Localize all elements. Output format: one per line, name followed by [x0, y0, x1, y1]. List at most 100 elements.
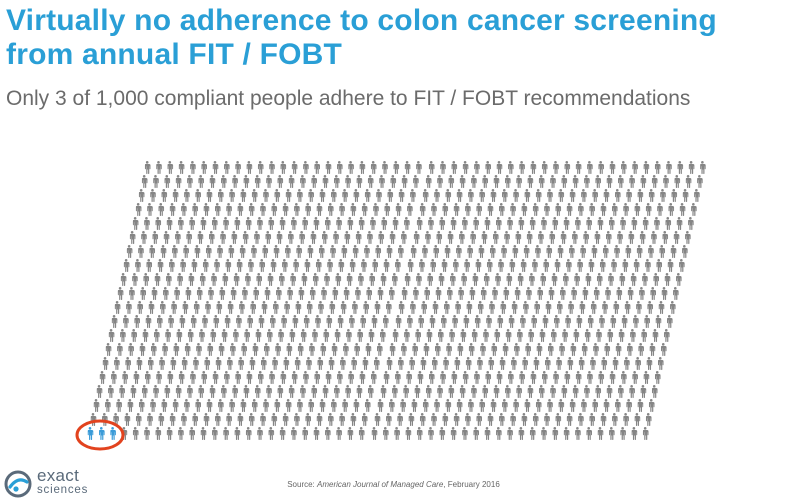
person-icon	[374, 301, 381, 314]
person-icon	[600, 413, 607, 426]
person-icon	[468, 399, 474, 412]
person-icon	[464, 259, 470, 272]
person-icon	[654, 371, 661, 384]
person-icon	[195, 399, 202, 412]
person-icon	[378, 231, 385, 244]
person-icon	[371, 315, 378, 328]
person-icon	[668, 203, 675, 216]
person-icon	[474, 371, 480, 384]
person-icon	[150, 189, 156, 202]
person-icon	[215, 357, 222, 370]
person-icon	[303, 315, 310, 328]
person-icon	[353, 189, 360, 202]
person-icon	[395, 203, 402, 216]
person-icon	[330, 245, 336, 258]
person-icon	[221, 175, 227, 188]
person-icon	[404, 329, 410, 342]
person-icon	[445, 399, 452, 412]
person-icon	[527, 175, 534, 188]
person-icon	[325, 161, 332, 174]
person-icon	[560, 231, 567, 244]
person-icon	[538, 231, 544, 244]
person-icon	[196, 343, 202, 356]
person-icon	[224, 371, 230, 384]
person-icon	[298, 287, 305, 300]
person-icon	[261, 301, 268, 314]
person-icon	[627, 287, 634, 300]
person-icon	[425, 385, 432, 398]
person-icon	[459, 175, 466, 188]
person-icon	[395, 259, 401, 272]
person-icon	[462, 371, 469, 384]
person-icon	[364, 245, 370, 258]
person-icon	[429, 315, 436, 328]
person-icon	[647, 301, 653, 314]
person-icon	[663, 175, 669, 188]
person-icon	[512, 245, 519, 258]
person-icon	[637, 189, 644, 202]
person-icon	[554, 259, 561, 272]
person-icon	[134, 315, 140, 328]
person-icon	[248, 203, 255, 216]
person-icon	[519, 371, 525, 384]
person-icon	[573, 329, 580, 342]
person-icon	[633, 315, 639, 328]
person-icon	[282, 203, 289, 216]
person-icon	[274, 399, 281, 412]
person-icon	[190, 161, 196, 174]
person-icon	[447, 287, 453, 300]
person-icon	[331, 343, 338, 356]
person-icon	[300, 329, 307, 342]
person-icon	[428, 161, 435, 174]
person-icon	[478, 245, 485, 258]
person-icon	[422, 245, 428, 258]
person-icon	[212, 371, 219, 384]
person-icon	[558, 189, 565, 202]
person-icon	[415, 329, 421, 342]
person-icon	[123, 315, 129, 328]
person-icon	[210, 329, 217, 342]
person-icon	[596, 329, 602, 342]
person-icon	[132, 273, 138, 286]
person-icon	[138, 245, 144, 258]
person-icon	[384, 203, 391, 216]
person-icon	[93, 399, 100, 412]
person-icon	[587, 161, 593, 174]
person-icon	[665, 217, 672, 230]
person-icon	[417, 371, 424, 384]
person-icon	[200, 217, 207, 230]
person-icon	[425, 175, 432, 188]
person-icon	[294, 357, 301, 370]
person-icon	[380, 385, 387, 398]
person-icon	[148, 301, 155, 314]
person-icon	[548, 343, 554, 356]
person-icon	[618, 175, 624, 188]
person-icon	[548, 287, 555, 300]
person-icon	[360, 315, 366, 328]
person-icon	[662, 231, 669, 244]
person-icon	[645, 413, 652, 426]
person-icon	[541, 217, 547, 230]
person-icon	[544, 357, 551, 370]
person-icon	[144, 427, 150, 440]
person-icon	[521, 203, 528, 216]
person-icon	[365, 343, 372, 356]
person-icon	[188, 273, 195, 286]
person-icon	[359, 161, 366, 174]
person-icon	[419, 259, 425, 272]
person-icon	[465, 413, 471, 426]
person-icon	[450, 427, 457, 440]
person-icon	[308, 399, 315, 412]
person-icon	[164, 175, 171, 188]
person-icon	[257, 217, 263, 230]
person-icon	[147, 203, 153, 216]
person-icon	[348, 371, 354, 384]
person-icon	[389, 399, 395, 412]
person-icon	[615, 189, 621, 202]
person-icon	[673, 231, 680, 244]
person-icon	[277, 385, 284, 398]
person-icon	[380, 273, 387, 286]
person-icon	[556, 357, 562, 370]
person-icon	[161, 399, 168, 412]
person-icon	[499, 203, 505, 216]
